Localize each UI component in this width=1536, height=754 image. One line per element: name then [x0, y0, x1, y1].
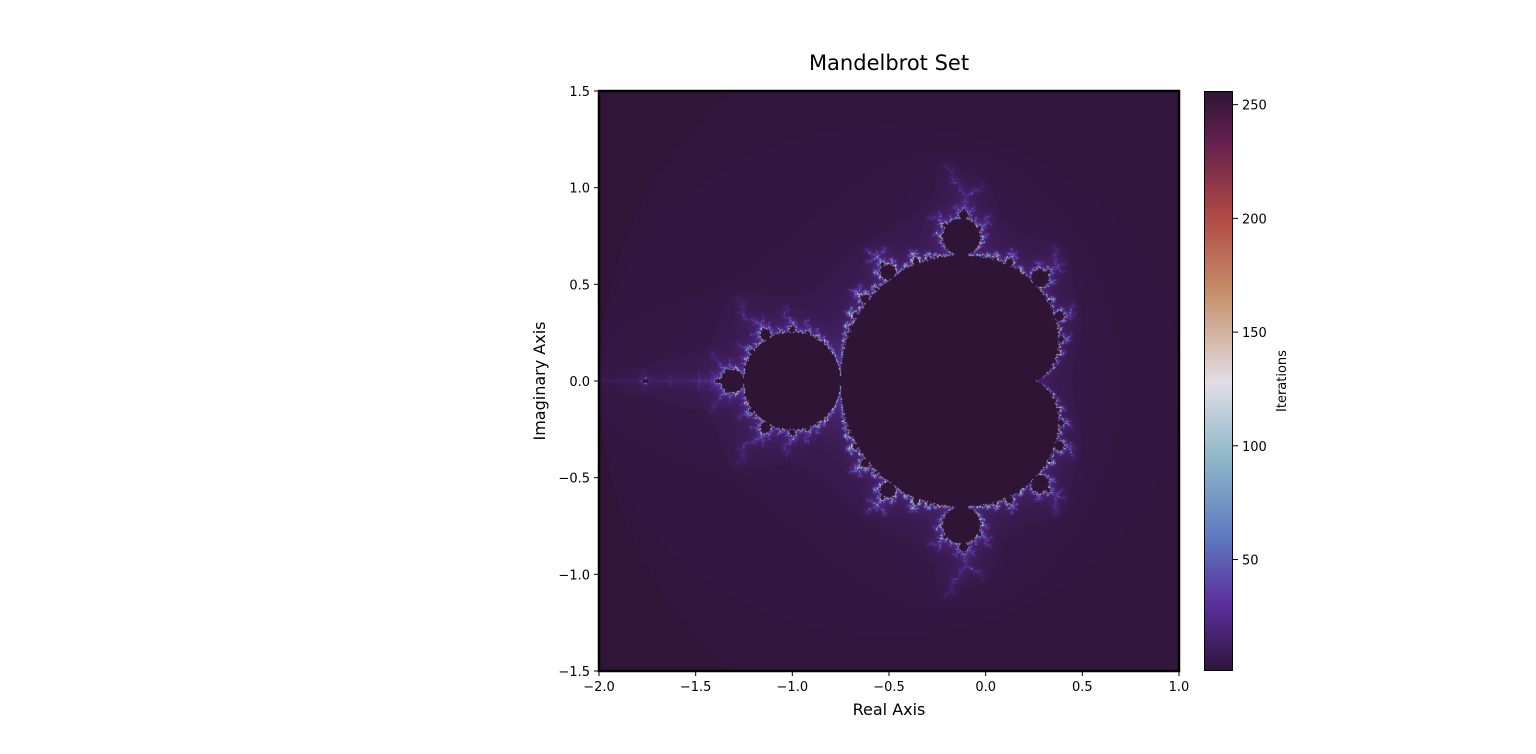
y-axis-label: Imaginary Axis — [530, 322, 549, 441]
mandelbrot-heatmap — [599, 91, 1179, 671]
y-tick-label: −1.5 — [558, 665, 590, 680]
chart-title: Mandelbrot Set — [809, 51, 969, 75]
x-tick-label: −2.0 — [583, 680, 615, 695]
y-tick-label: 1.0 — [569, 182, 590, 197]
plot-frame — [597, 89, 1181, 673]
colorbar-ticks: 50 100 150 200 250 — [1233, 99, 1267, 569]
x-tick-label: −1.0 — [777, 680, 809, 695]
x-tick-label: −1.5 — [680, 680, 712, 695]
colorbar-tick-label: 150 — [1242, 326, 1267, 341]
colorbar-gradient — [1204, 91, 1233, 671]
colorbar-tick-label: 50 — [1242, 554, 1259, 569]
x-tick-label: 0.0 — [975, 680, 996, 695]
x-tick-label: 0.5 — [1072, 680, 1093, 695]
y-tick-label: −1.0 — [558, 568, 590, 583]
x-axis-label: Real Axis — [853, 700, 926, 719]
y-axis-ticks: −1.5 −1.0 −0.5 0.0 0.5 1.0 1.5 — [558, 85, 599, 680]
colorbar-tick-label: 250 — [1242, 99, 1267, 114]
y-tick-label: 0.0 — [569, 375, 590, 390]
x-tick-label: 1.0 — [1169, 680, 1190, 695]
y-tick-label: −0.5 — [558, 472, 590, 487]
colorbar-tick-label: 100 — [1242, 440, 1267, 455]
x-tick-label: −0.5 — [873, 680, 905, 695]
colorbar-frame — [1204, 91, 1233, 671]
y-tick-label: 0.5 — [569, 278, 590, 293]
y-tick-label: 1.5 — [569, 85, 590, 100]
colorbar-tick-label: 200 — [1242, 212, 1267, 227]
colorbar-label: Iterations — [1275, 350, 1290, 412]
x-axis-ticks: −2.0 −1.5 −1.0 −0.5 0.0 0.5 1.0 — [583, 671, 1189, 695]
